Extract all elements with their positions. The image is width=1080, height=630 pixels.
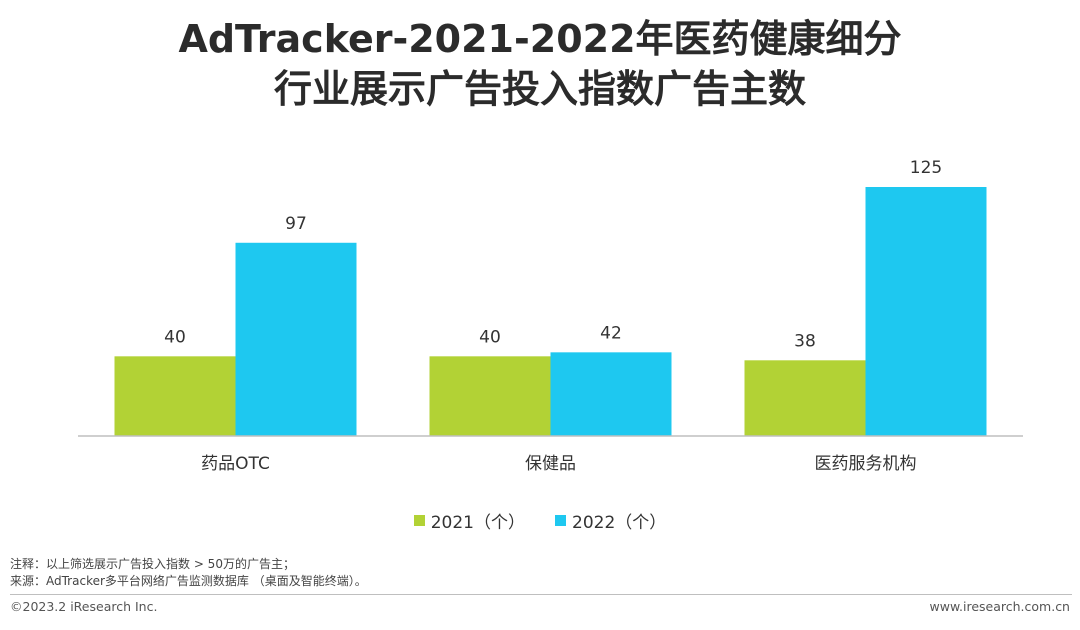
legend-item-2021: 2021（个）: [413, 508, 525, 533]
website-text: www.iresearch.com.cn: [929, 599, 1071, 614]
copyright-text: ©2023.2 iResearch Inc.: [10, 599, 158, 614]
legend-swatch-2022: [555, 515, 566, 526]
data-label-2021-1: 40: [479, 327, 501, 347]
legend-swatch-2021: [413, 515, 425, 526]
bar-2022-2: [865, 187, 987, 436]
bar-chart: 40 97 药品OTC 40 42 保健品 38 125 医药服务机构: [78, 158, 1023, 474]
chart-title-line-1: AdTracker-2021-2022年医药健康细分: [178, 17, 902, 61]
data-label-2021-0: 40: [164, 327, 186, 347]
footer-divider: [10, 594, 1072, 595]
bar-2021-1: [429, 356, 551, 436]
source-text: 来源：AdTracker多平台网络广告监测数据库 （桌面及智能终端）。: [10, 574, 367, 588]
data-label-2022-1: 42: [600, 323, 622, 343]
bar-2021-0: [114, 356, 236, 436]
bar-2021-2: [744, 360, 866, 436]
data-label-2021-2: 38: [794, 331, 816, 351]
category-label-2: 医药服务机构: [815, 454, 917, 474]
note-text: 注释：以上筛选展示广告投入指数 > 50万的广告主；: [10, 557, 295, 571]
bar-2022-1: [550, 352, 672, 436]
chart-notes: 注释：以上筛选展示广告投入指数 > 50万的广告主； 来源：AdTracker多…: [10, 556, 367, 590]
data-label-2022-2: 125: [910, 158, 942, 178]
legend-item-2022: 2022（个）: [555, 508, 666, 533]
chart-title: AdTracker-2021-2022年医药健康细分 行业展示广告投入指数广告主…: [0, 14, 1080, 114]
data-label-2022-0: 97: [285, 214, 307, 234]
category-label-0: 药品OTC: [201, 454, 270, 474]
legend-label-2022: 2022（个）: [572, 513, 667, 533]
category-label-1: 保健品: [525, 454, 576, 474]
bar-2022-0: [235, 242, 357, 436]
chart-legend: 2021（个） 2022（个）: [0, 508, 1080, 533]
chart-title-line-2: 行业展示广告投入指数广告主数: [273, 67, 806, 111]
legend-label-2021: 2021（个）: [430, 513, 525, 533]
